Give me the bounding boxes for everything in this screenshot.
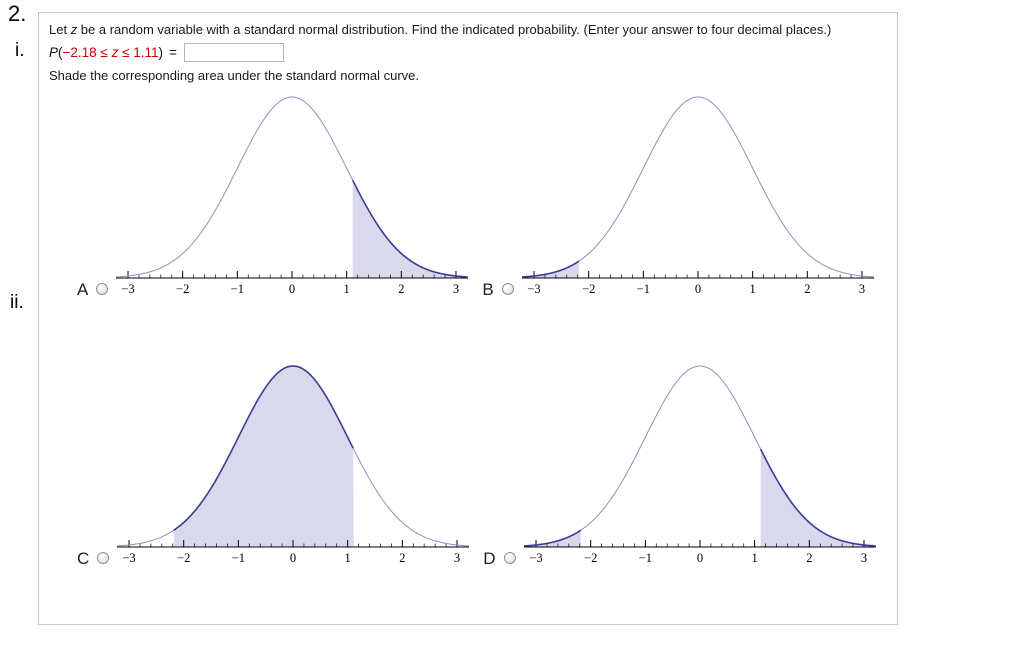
option-c-label: C	[77, 549, 90, 568]
expr-close-paren: )	[158, 45, 164, 60]
svg-text:−3: −3	[123, 551, 136, 565]
svg-text:3: 3	[859, 282, 865, 296]
answer-choices: A −3 −2 −1 0 1 2 3 B −3 −2 −1 0 1 2 3 C −3 −2 −1 0 1 2 3	[49, 85, 887, 569]
normal-curve-chart-b: −3 −2 −1 0 1 2 3	[521, 96, 874, 296]
chart-option-b: B −3 −2 −1 0 1 2 3	[482, 85, 879, 300]
svg-text:1: 1	[344, 282, 350, 296]
svg-text:2: 2	[806, 551, 812, 565]
chart-option-c: C −3 −2 −1 0 1 2 3	[77, 354, 475, 569]
svg-text:3: 3	[454, 551, 460, 565]
svg-text:3: 3	[453, 282, 459, 296]
part-ii-label: ii.	[10, 292, 24, 313]
svg-text:−1: −1	[232, 551, 245, 565]
option-a-radio[interactable]	[96, 283, 109, 295]
expr-variable: z	[111, 45, 119, 60]
chart-row-bottom: C −3 −2 −1 0 1 2 3 D −3 −2 −1 0 1 2 3	[49, 354, 887, 569]
option-a-label: A	[77, 280, 89, 299]
answer-input[interactable]	[183, 43, 284, 62]
chart-option-d: D −3 −2 −1 0 1 2 3	[483, 354, 881, 569]
svg-text:−3: −3	[122, 282, 135, 296]
svg-text:0: 0	[289, 282, 295, 296]
probability-expression-row: P(−2.18 ≤ z ≤ 1.11) =	[49, 43, 887, 62]
svg-text:−1: −1	[638, 551, 651, 565]
normal-curve-chart-a: −3 −2 −1 0 1 2 3	[116, 96, 469, 296]
svg-text:0: 0	[290, 551, 296, 565]
svg-text:−1: −1	[231, 282, 244, 296]
expr-open-paren: (	[58, 45, 63, 60]
shade-instruction: Shade the corresponding area under the s…	[49, 68, 420, 83]
question-panel: Let z be a random variable with a standa…	[38, 12, 898, 625]
svg-text:−2: −2	[176, 282, 189, 296]
part-i-label: i.	[15, 40, 25, 61]
svg-text:−2: −2	[177, 551, 190, 565]
svg-text:1: 1	[751, 551, 757, 565]
svg-text:−2: −2	[582, 282, 595, 296]
svg-text:−1: −1	[636, 282, 649, 296]
chart-row-top: A −3 −2 −1 0 1 2 3 B −3 −2 −1 0 1 2 3	[49, 85, 887, 300]
expr-lower-bound: −2.18 ≤	[62, 45, 112, 60]
prompt-text: Let	[49, 22, 71, 37]
svg-text:0: 0	[696, 551, 702, 565]
svg-text:0: 0	[695, 282, 701, 296]
option-b-label: B	[482, 280, 494, 299]
normal-curve-chart-c: −3 −2 −1 0 1 2 3	[117, 365, 470, 565]
svg-text:2: 2	[804, 282, 810, 296]
prompt-text-cont: be a random variable with a standard nor…	[77, 22, 832, 37]
option-c-radio[interactable]	[97, 552, 110, 564]
svg-text:−2: −2	[584, 551, 597, 565]
chart-option-a: A −3 −2 −1 0 1 2 3	[77, 85, 474, 300]
svg-text:−3: −3	[527, 282, 540, 296]
probability-expression: P(−2.18 ≤ z ≤ 1.11)	[49, 45, 163, 60]
svg-text:1: 1	[345, 551, 351, 565]
svg-text:2: 2	[399, 551, 405, 565]
svg-text:2: 2	[399, 282, 405, 296]
option-d-radio[interactable]	[503, 552, 516, 564]
expr-upper-bound: ≤ 1.11	[118, 45, 159, 60]
svg-text:3: 3	[860, 551, 866, 565]
prompt-variable: z	[70, 22, 78, 37]
normal-curve-chart-d: −3 −2 −1 0 1 2 3	[523, 365, 876, 565]
option-d-label: D	[483, 549, 496, 568]
question-prompt: Let z be a random variable with a standa…	[49, 22, 887, 38]
equals-sign: =	[169, 45, 177, 60]
expr-p: P	[49, 45, 59, 60]
svg-text:−3: −3	[529, 551, 542, 565]
problem-number: 2.	[8, 1, 27, 26]
svg-text:1: 1	[749, 282, 755, 296]
option-b-radio[interactable]	[501, 283, 514, 295]
